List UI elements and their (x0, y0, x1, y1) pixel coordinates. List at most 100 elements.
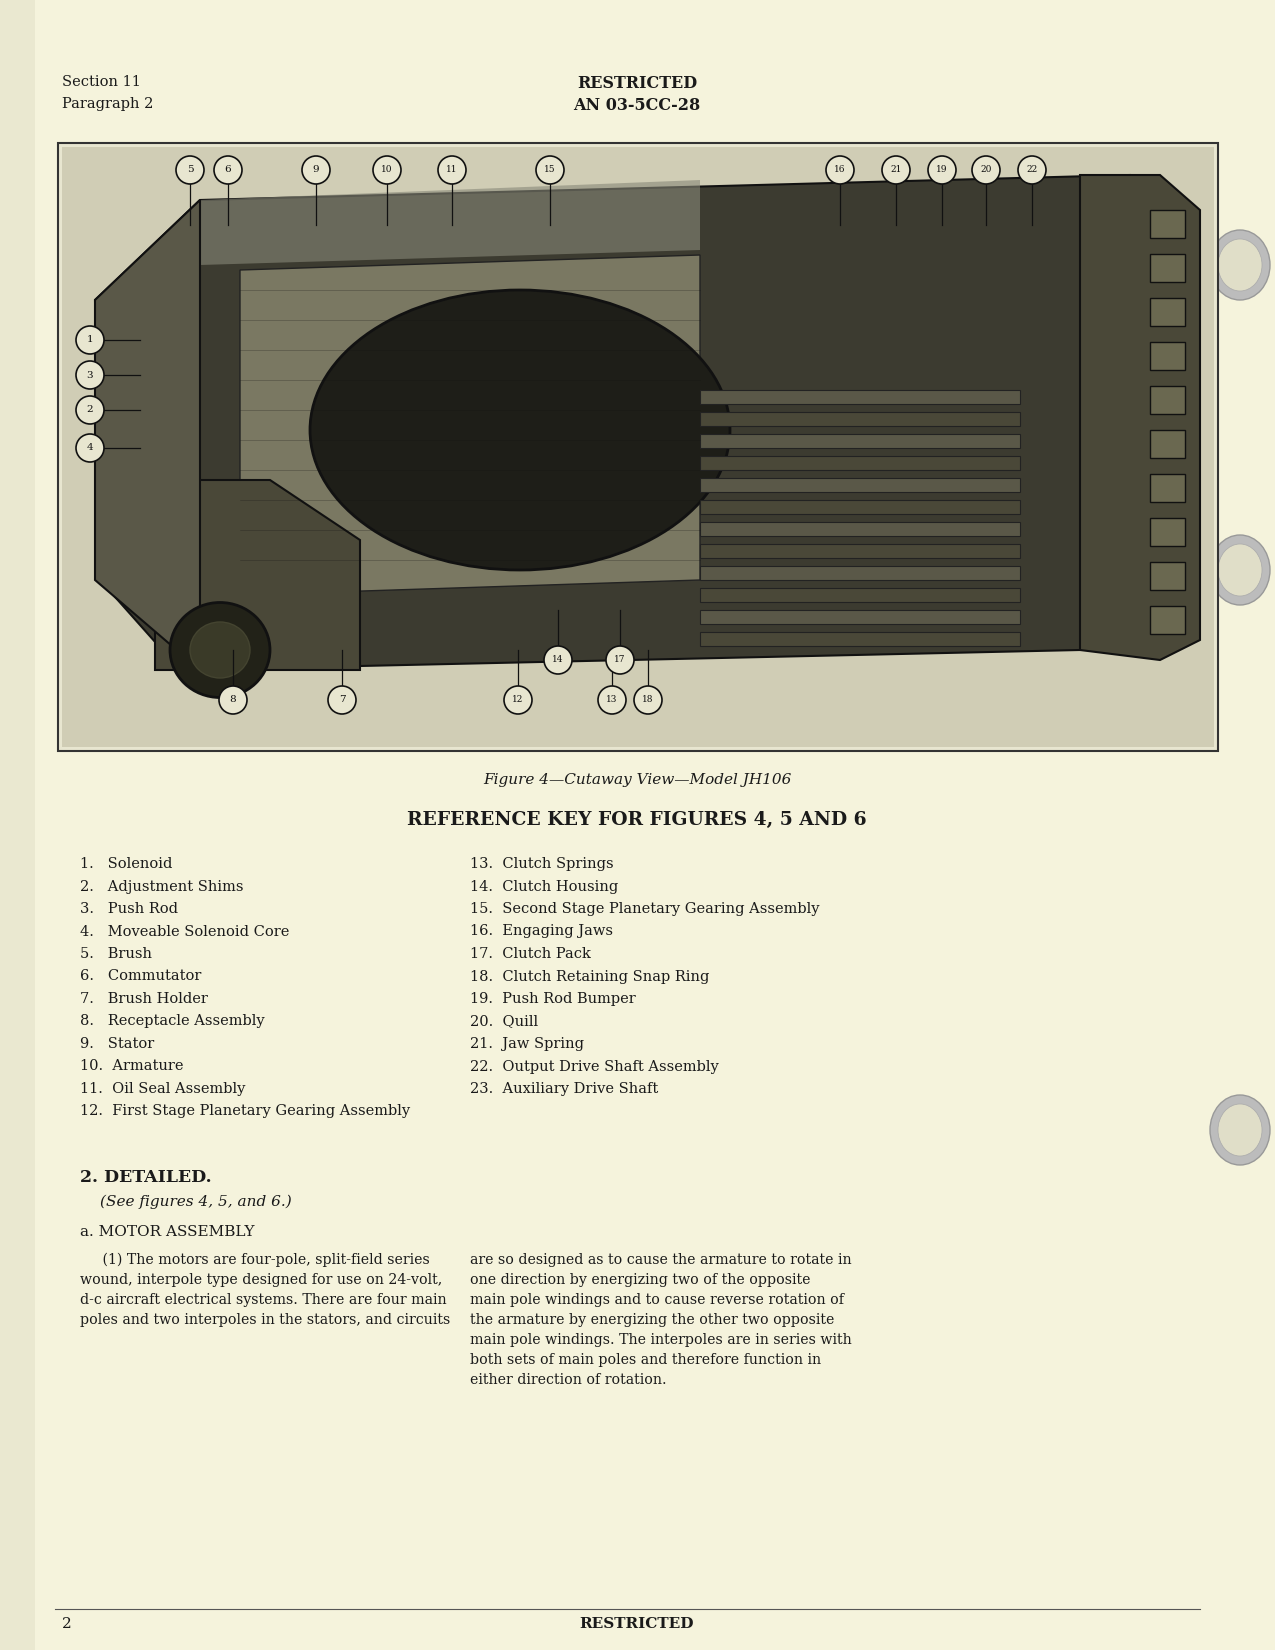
Circle shape (598, 686, 626, 714)
Circle shape (76, 396, 105, 424)
Ellipse shape (1218, 1104, 1262, 1157)
Ellipse shape (1218, 544, 1262, 596)
Text: 22.  Output Drive Shaft Assembly: 22. Output Drive Shaft Assembly (470, 1059, 719, 1074)
Text: REFERENCE KEY FOR FIGURES 4, 5 AND 6: REFERENCE KEY FOR FIGURES 4, 5 AND 6 (407, 812, 867, 828)
Ellipse shape (190, 622, 250, 678)
Bar (1150, 210, 1184, 238)
Polygon shape (156, 480, 360, 670)
Text: 10: 10 (381, 165, 393, 175)
Text: main pole windings. The interpoles are in series with: main pole windings. The interpoles are i… (470, 1333, 852, 1346)
Text: 17.  Clutch Pack: 17. Clutch Pack (470, 947, 590, 960)
Text: AN 03-5CC-28: AN 03-5CC-28 (574, 97, 701, 114)
Circle shape (504, 686, 532, 714)
Text: 7.   Brush Holder: 7. Brush Holder (80, 992, 208, 1006)
Bar (700, 412, 1020, 426)
Text: are so designed as to cause the armature to rotate in: are so designed as to cause the armature… (470, 1252, 852, 1267)
Text: 3.   Push Rod: 3. Push Rod (80, 903, 178, 916)
Text: 15.  Second Stage Planetary Gearing Assembly: 15. Second Stage Planetary Gearing Assem… (470, 903, 820, 916)
Text: either direction of rotation.: either direction of rotation. (470, 1373, 667, 1388)
Text: 13.  Clutch Springs: 13. Clutch Springs (470, 856, 613, 871)
Text: 2.   Adjustment Shims: 2. Adjustment Shims (80, 879, 244, 894)
Circle shape (374, 157, 402, 185)
Bar (1150, 386, 1184, 414)
Circle shape (882, 157, 910, 185)
Text: poles and two interpoles in the stators, and circuits: poles and two interpoles in the stators,… (80, 1313, 450, 1327)
Text: Paragraph 2: Paragraph 2 (62, 97, 153, 111)
Text: 15: 15 (544, 165, 556, 175)
Bar (1150, 518, 1184, 546)
Text: 11: 11 (446, 165, 458, 175)
Circle shape (214, 157, 242, 185)
Bar (1150, 431, 1184, 459)
Bar (700, 544, 1020, 558)
Text: 8: 8 (230, 696, 236, 705)
Circle shape (302, 157, 330, 185)
Circle shape (544, 647, 572, 673)
Text: 4: 4 (87, 444, 93, 452)
Ellipse shape (1210, 229, 1270, 300)
Text: 4.   Moveable Solenoid Core: 4. Moveable Solenoid Core (80, 924, 289, 939)
Circle shape (536, 157, 564, 185)
Circle shape (1017, 157, 1046, 185)
Ellipse shape (170, 602, 270, 698)
Bar (700, 434, 1020, 449)
Text: 7: 7 (339, 696, 346, 705)
Text: a. MOTOR ASSEMBLY: a. MOTOR ASSEMBLY (80, 1224, 255, 1239)
Circle shape (76, 434, 105, 462)
Text: 12: 12 (513, 696, 524, 705)
Text: 13: 13 (607, 696, 617, 705)
Bar (700, 478, 1020, 492)
Text: 16: 16 (834, 165, 845, 175)
Text: 18.  Clutch Retaining Snap Ring: 18. Clutch Retaining Snap Ring (470, 970, 709, 983)
Bar (57, 144, 1218, 751)
Text: 6.   Commutator: 6. Commutator (80, 970, 201, 983)
Text: RESTRICTED: RESTRICTED (580, 1617, 695, 1630)
Text: wound, interpole type designed for use on 24-volt,: wound, interpole type designed for use o… (80, 1274, 442, 1287)
Text: 20: 20 (980, 165, 992, 175)
Text: Figure 4—Cutaway View—Model JH106: Figure 4—Cutaway View—Model JH106 (483, 772, 792, 787)
Text: 21: 21 (890, 165, 901, 175)
Circle shape (972, 157, 1000, 185)
Text: Section 11: Section 11 (62, 74, 140, 89)
Ellipse shape (1210, 535, 1270, 606)
Circle shape (328, 686, 356, 714)
Circle shape (76, 361, 105, 389)
Ellipse shape (1218, 239, 1262, 290)
Text: d-c aircraft electrical systems. There are four main: d-c aircraft electrical systems. There a… (80, 1294, 446, 1307)
Text: RESTRICTED: RESTRICTED (576, 74, 697, 92)
Polygon shape (240, 256, 700, 596)
Bar (700, 389, 1020, 404)
Text: 2: 2 (87, 406, 93, 414)
Text: 23.  Auxiliary Drive Shaft: 23. Auxiliary Drive Shaft (470, 1082, 658, 1096)
Text: 2. DETAILED.: 2. DETAILED. (80, 1168, 212, 1186)
Text: 12.  First Stage Planetary Gearing Assembly: 12. First Stage Planetary Gearing Assemb… (80, 1104, 411, 1119)
Bar (0, 0, 34, 1650)
Text: 9: 9 (312, 165, 319, 175)
Ellipse shape (1210, 1096, 1270, 1165)
Text: 11.  Oil Seal Assembly: 11. Oil Seal Assembly (80, 1082, 245, 1096)
Text: 9.   Stator: 9. Stator (80, 1036, 154, 1051)
Bar (1150, 606, 1184, 634)
Text: 14: 14 (552, 655, 564, 665)
Polygon shape (1080, 175, 1200, 660)
Text: one direction by energizing two of the opposite: one direction by energizing two of the o… (470, 1274, 811, 1287)
Bar (700, 500, 1020, 515)
Text: 5: 5 (186, 165, 194, 175)
Bar (1150, 474, 1184, 502)
Text: (1) The motors are four-pole, split-field series: (1) The motors are four-pole, split-fiel… (80, 1252, 430, 1267)
Bar (700, 610, 1020, 624)
Text: (See figures 4, 5, and 6.): (See figures 4, 5, and 6.) (99, 1195, 292, 1209)
Bar (1150, 342, 1184, 370)
Text: 22: 22 (1026, 165, 1038, 175)
Text: the armature by energizing the other two opposite: the armature by energizing the other two… (470, 1313, 834, 1327)
Bar (700, 587, 1020, 602)
Circle shape (634, 686, 662, 714)
Circle shape (606, 647, 634, 673)
Text: 5.   Brush: 5. Brush (80, 947, 152, 960)
Bar (700, 566, 1020, 581)
Circle shape (928, 157, 956, 185)
Bar (1150, 299, 1184, 327)
Text: 17: 17 (615, 655, 626, 665)
Text: 21.  Jaw Spring: 21. Jaw Spring (470, 1036, 584, 1051)
Circle shape (826, 157, 854, 185)
